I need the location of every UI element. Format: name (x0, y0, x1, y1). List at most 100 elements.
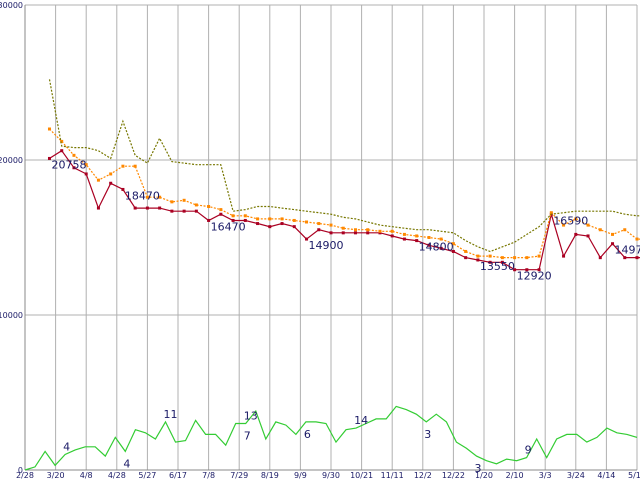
series-1-point (623, 256, 627, 260)
x-tick-label: 7/29 (230, 471, 248, 480)
series-1-point (476, 258, 480, 262)
series-1-point (158, 206, 162, 210)
price-data-label: 13550 (480, 260, 515, 273)
series-2-point (500, 256, 504, 260)
series-1-point (415, 239, 419, 243)
series-2-point (109, 172, 113, 176)
count-data-label: 14 (354, 414, 368, 427)
series-1-point (500, 260, 504, 264)
x-tick-label: 9/9 (294, 471, 307, 480)
series-2-point (133, 164, 137, 168)
series-2-point (390, 229, 394, 233)
x-tick-label: 3/3 (539, 471, 552, 480)
series-2-point (451, 242, 455, 246)
y-axis-tick-labels: 0 10000 20000 30000 (0, 1, 23, 475)
series-1-point (268, 225, 272, 229)
series-2-point (60, 139, 64, 143)
y-tick-label: 20000 (0, 156, 23, 165)
series-2-point (562, 223, 566, 227)
price-data-label: 18470 (125, 189, 160, 202)
y-tick-label: 30000 (0, 1, 23, 10)
series-1-point (231, 218, 235, 222)
series-1-point (329, 231, 333, 235)
series-1-point (182, 209, 186, 213)
series-2-point (415, 234, 419, 238)
series-1-point (72, 166, 76, 170)
series-2-point (427, 236, 431, 239)
y-tick-label: 10000 (0, 311, 23, 320)
x-tick-label: 6/17 (169, 471, 187, 480)
series-1-point (390, 234, 394, 238)
series-2-point (145, 195, 149, 199)
series-1-point (170, 209, 174, 213)
y-tick-label: 0 (18, 466, 23, 475)
series-2-point (402, 232, 406, 236)
x-tick-label: 5/12 (628, 471, 640, 480)
x-tick-label: 4/28 (108, 471, 126, 480)
series-1-point (219, 212, 223, 216)
series-2-point (366, 228, 370, 232)
series-2-point (341, 226, 345, 230)
series-1-point (586, 234, 590, 238)
series-2-point (537, 254, 541, 258)
series-2-point (47, 127, 51, 131)
series-1-point (243, 218, 247, 222)
series-2-point (439, 237, 443, 241)
series-2-point (158, 195, 162, 199)
series-2-point (207, 205, 211, 208)
x-tick-label: 12/2 (414, 471, 432, 480)
series-2-point (378, 229, 382, 233)
series-2-point (96, 178, 100, 182)
count-data-label: 9 (525, 444, 532, 457)
series-1-point (317, 228, 321, 232)
count-data-label: 3 (474, 462, 481, 475)
series-2-point (476, 254, 480, 258)
series-1-point (121, 187, 125, 191)
series-1-point (635, 256, 639, 260)
series-1-point (145, 206, 149, 210)
series-2-point (464, 249, 468, 253)
series-1-point (427, 243, 431, 247)
series-1-point (439, 246, 443, 250)
series-line-4 (24, 405, 638, 471)
x-tick-label: 8/19 (261, 471, 279, 480)
x-axis-tick-labels: 2/28 3/20 4/8 4/28 5/27 6/17 7/8 7/29 8/19 9/9 9/3… (16, 471, 640, 480)
price-data-label: 14800 (419, 241, 454, 254)
series-2-point (305, 220, 309, 224)
series-1-point (611, 242, 615, 246)
series-2-point (231, 214, 235, 218)
count-data-label: 3 (424, 428, 431, 441)
count-data-label: 7 (244, 430, 251, 443)
series-1-point (256, 222, 260, 226)
series-2-point (121, 164, 125, 168)
series-1-point (353, 231, 357, 235)
x-tick-label: 2/28 (16, 471, 34, 480)
x-tick-label: 2/10 (506, 471, 524, 480)
series-2-point (194, 203, 198, 207)
series-2-point (353, 228, 357, 232)
series-2-point (586, 223, 590, 227)
series-1-point (378, 231, 382, 235)
count-data-label: 11 (163, 408, 177, 421)
series-2-point (488, 254, 492, 258)
series-1-point (84, 172, 88, 176)
series-2-point (84, 163, 88, 167)
series-2-point (329, 223, 333, 227)
price-data-label: 20758 (51, 158, 86, 171)
series-line-2 (49, 128, 640, 259)
series-1-point (513, 268, 517, 272)
x-tick-label: 11/11 (381, 471, 404, 480)
x-tick-label: 4/8 (80, 471, 93, 480)
count-data-label: 4 (63, 441, 70, 454)
series-1-point (109, 181, 113, 185)
count-data-label: 13 (244, 410, 258, 423)
series-2-point (623, 228, 627, 232)
x-tick-label: 12/22 (442, 471, 465, 480)
series-1-point (537, 268, 541, 272)
x-tick-label: 3/20 (47, 471, 65, 480)
price-data-label: 14900 (309, 239, 344, 252)
series-2-point (170, 200, 174, 204)
series-2-point (598, 228, 602, 232)
